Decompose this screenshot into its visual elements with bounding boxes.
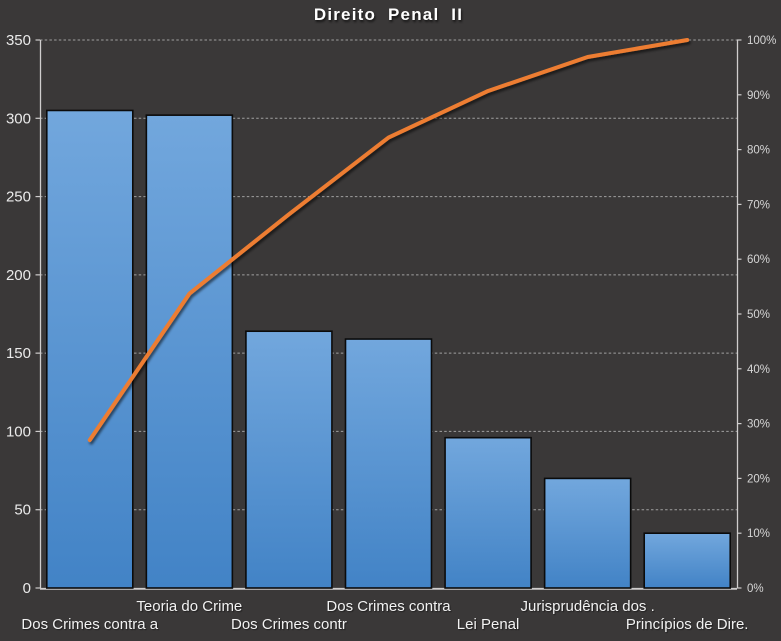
right-axis-tick-label: 20% — [747, 473, 770, 485]
right-axis-tick-label: 40% — [747, 364, 770, 376]
left-axis-tick-label: 350 — [6, 32, 31, 49]
bar-2[interactable] — [145, 114, 234, 589]
x-axis-category-label: Princípios de Dire. — [626, 616, 749, 633]
bar-4[interactable] — [344, 338, 433, 589]
x-axis-category-label: Dos Crimes contra a — [21, 616, 158, 633]
right-axis-tick-label: 30% — [747, 419, 770, 431]
bar-3[interactable] — [245, 330, 333, 589]
x-axis-category-label: Teoria do Crime — [136, 598, 242, 615]
left-axis-tick-label: 250 — [6, 189, 31, 206]
x-axis-category-label: Lei Penal — [457, 616, 520, 633]
x-axis-category-label: Jurisprudência dos . — [521, 598, 655, 615]
left-axis-tick-label: 100 — [6, 423, 31, 440]
right-axis-tick-label: 60% — [747, 254, 770, 266]
right-axis-tick-label: 90% — [747, 90, 770, 102]
left-axis-tick-label: 150 — [6, 345, 31, 362]
x-axis-category-label: Dos Crimes contra — [326, 598, 451, 615]
left-axis-tick-label: 300 — [6, 110, 31, 127]
chart-title: Direito Penal II — [313, 5, 464, 24]
left-axis-tick-label: 200 — [6, 267, 31, 284]
bar-1[interactable] — [45, 109, 134, 589]
cumulative-percent-line[interactable] — [87, 38, 690, 443]
bar-6[interactable] — [543, 477, 632, 589]
right-axis-tick-label: 10% — [747, 528, 770, 540]
left-axis-tick-label: 50 — [14, 502, 31, 519]
right-axis-tick-label: 80% — [747, 145, 770, 157]
right-axis-tick-label: 70% — [747, 199, 770, 211]
right-axis-tick-label: 0% — [747, 583, 764, 595]
bar-5[interactable] — [444, 436, 532, 589]
right-axis-tick-label: 100% — [747, 35, 776, 47]
bar-7[interactable] — [643, 532, 732, 589]
x-axis-category-label: Dos Crimes contr — [231, 616, 347, 633]
right-axis-tick-label: 50% — [747, 309, 770, 321]
left-axis-tick-label: 0 — [23, 580, 31, 597]
